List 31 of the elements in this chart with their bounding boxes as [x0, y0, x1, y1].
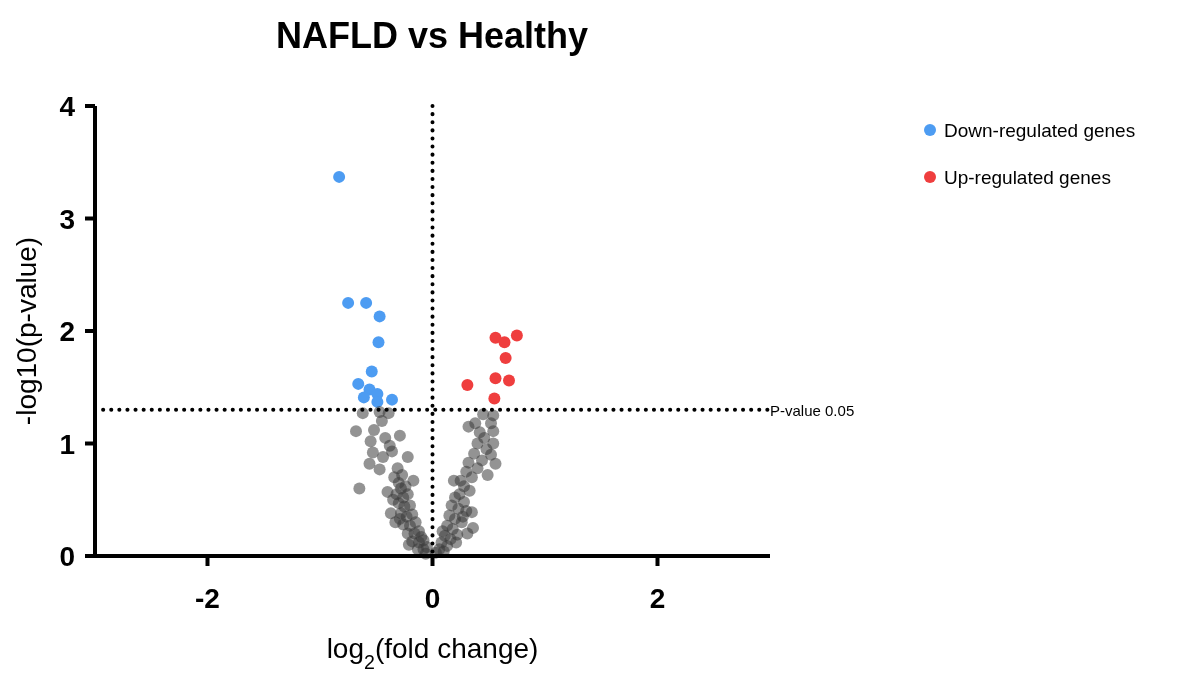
y-axis-title: -log10(p-value) — [11, 236, 42, 426]
legend-label: Up-regulated genes — [944, 167, 1111, 188]
point — [489, 372, 502, 385]
point — [365, 365, 378, 378]
point — [373, 310, 386, 323]
y-tick-label: 1 — [59, 428, 75, 460]
point — [488, 392, 501, 405]
legend-label: Down-regulated genes — [944, 120, 1136, 141]
ref-line-label: P-value 0.05 — [770, 401, 855, 419]
x-axis-title: log$_{2}$(fold change) — [326, 633, 539, 673]
point — [386, 393, 398, 406]
point — [372, 336, 385, 349]
point — [489, 331, 502, 344]
x-tick-label: 0 — [424, 583, 441, 614]
point — [333, 170, 346, 183]
y-tick-label: 2 — [59, 316, 75, 347]
chart-title: NAFLD vs Healthy — [275, 15, 589, 56]
y-tick-label: 4 — [59, 91, 76, 122]
point — [352, 377, 365, 390]
y-tick-label: 0 — [59, 541, 75, 572]
point — [461, 379, 474, 391]
point — [357, 391, 370, 404]
point — [499, 352, 512, 364]
y-tick-label: 3 — [59, 203, 75, 235]
x-tick-label: -2 — [195, 583, 220, 614]
point — [510, 329, 523, 342]
x-tick-label: 2 — [649, 583, 666, 614]
point — [360, 296, 373, 309]
point — [503, 374, 515, 387]
point — [342, 296, 355, 309]
point — [498, 336, 511, 349]
